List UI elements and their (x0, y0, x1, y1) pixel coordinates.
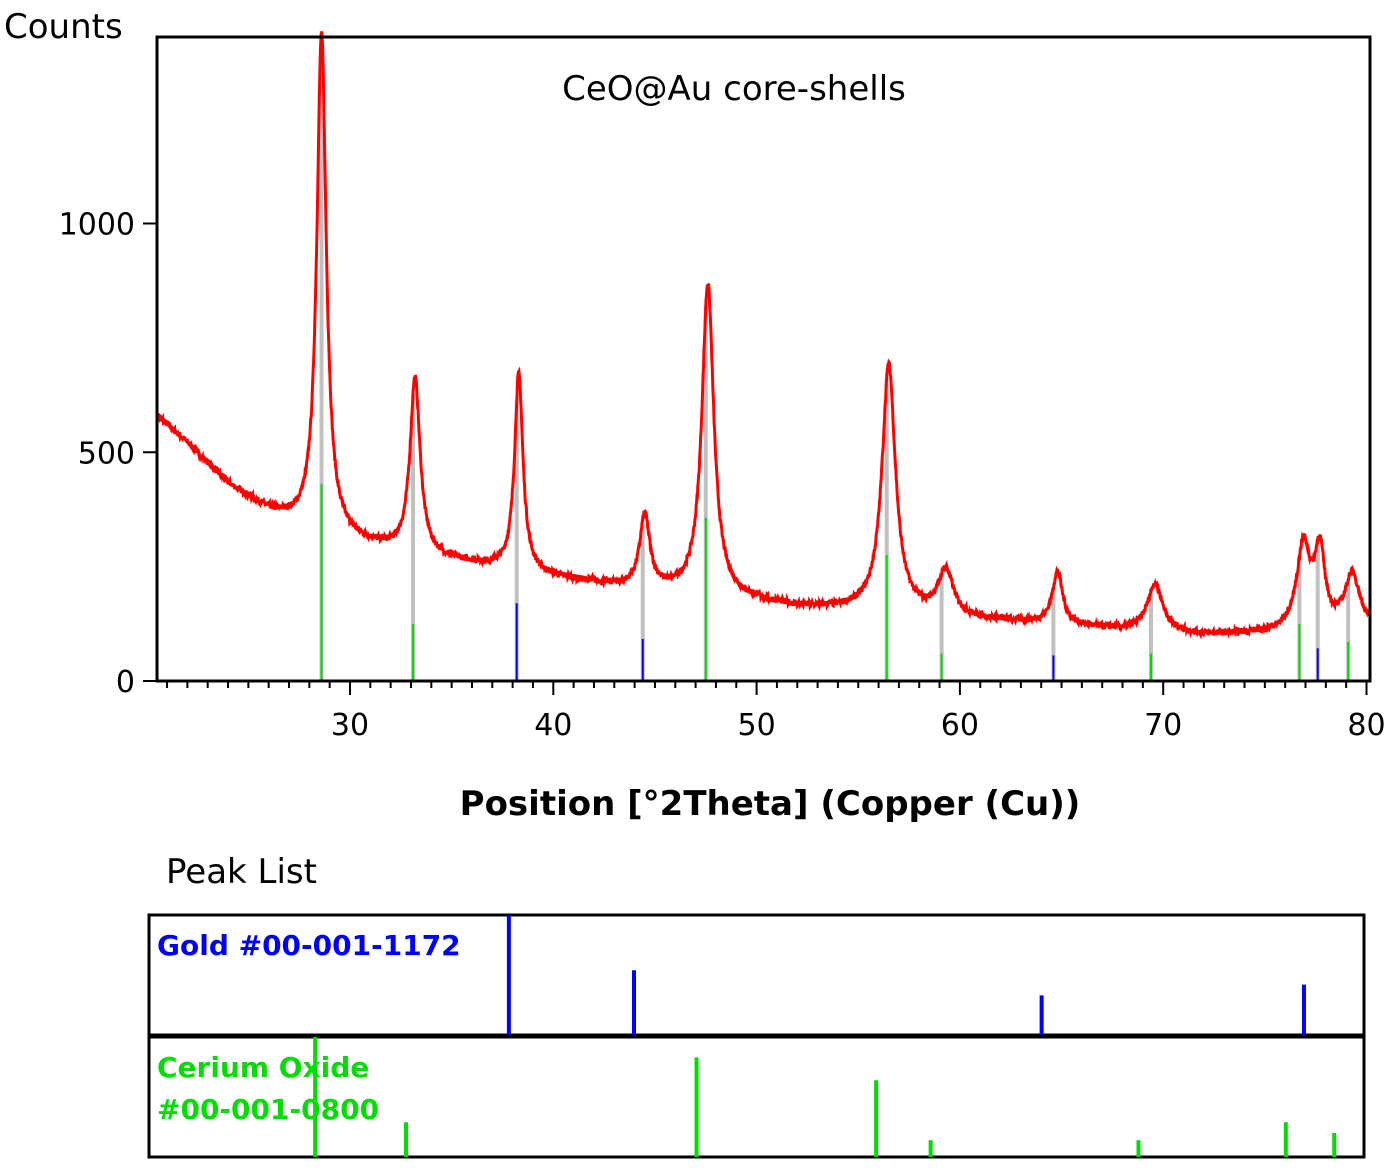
phase-label: Cerium Oxide (157, 1051, 369, 1084)
y-axis-label: Counts (4, 7, 123, 47)
peak-list-title: Peak List (166, 852, 317, 892)
x-tick-label: 40 (534, 708, 572, 743)
chart-title: CeO@Au core-shells (562, 69, 906, 109)
y-tick-label: 0 (116, 665, 135, 700)
diffraction-curve (156, 31, 1371, 640)
x-tick-label: 80 (1347, 708, 1385, 743)
peak-list-panel (147, 1035, 1366, 1159)
x-tick-label: 30 (331, 708, 369, 743)
x-tick-label: 50 (738, 708, 776, 743)
plot-frame (155, 35, 1372, 683)
peak-list-panel (147, 913, 1366, 1037)
y-tick-label: 500 (78, 436, 135, 471)
y-tick-label: 1000 (59, 208, 135, 243)
x-axis-label: Position [°2Theta] (Copper (Cu)) (460, 784, 1081, 824)
x-tick-label: 70 (1144, 708, 1182, 743)
phase-label: Gold #00-001-1172 (157, 929, 461, 962)
x-tick-label: 60 (941, 708, 979, 743)
phase-label: #00-001-0800 (157, 1093, 379, 1126)
